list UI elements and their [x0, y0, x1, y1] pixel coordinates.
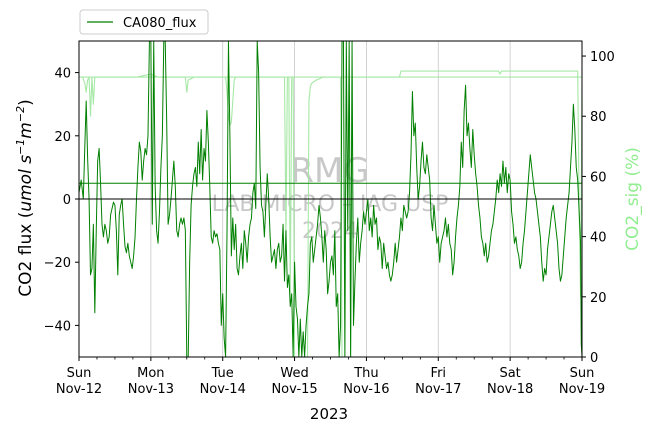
- left-axis-label-units: umol s: [16, 155, 36, 212]
- left-tick-label: −40: [44, 319, 71, 334]
- left-tick-label: 20: [54, 130, 71, 145]
- right-tick-label: 80: [590, 110, 607, 125]
- x-tick-day-label: Thu: [353, 366, 378, 381]
- left-tick-label: 0: [63, 193, 71, 208]
- x-tick-date-label: Nov-17: [415, 382, 461, 397]
- left-axis-label-mid: m: [16, 122, 36, 139]
- left-axis-ticks: 40 20 0 −20 −40: [44, 67, 79, 334]
- x-tick-day-label: Wed: [280, 366, 308, 381]
- right-tick-label: 60: [590, 170, 607, 185]
- legend-box: [79, 9, 209, 35]
- x-tick-day-label: Sun: [67, 366, 92, 381]
- x-tick-day-label: Mon: [137, 366, 164, 381]
- watermark-line-1: RMG: [290, 151, 369, 191]
- left-axis-label-exp1: −1: [14, 139, 27, 155]
- x-axis-ticks: SunNov-12MonNov-13TueNov-14WedNov-15ThuN…: [56, 357, 605, 397]
- right-tick-label: 0: [590, 351, 598, 366]
- x-tick-date-label: Nov-13: [128, 382, 174, 397]
- legend-label-flux: CA080_flux: [123, 16, 197, 31]
- x-axis-label: 2023: [310, 405, 348, 423]
- legend: CA080_flux: [79, 9, 209, 35]
- left-axis-label-prefix: CO2 flux (: [16, 212, 36, 297]
- x-tick-date-label: Nov-16: [343, 382, 389, 397]
- left-axis-label-exp2: −2: [14, 106, 27, 122]
- right-tick-label: 100: [590, 50, 615, 65]
- right-tick-label: 20: [590, 291, 607, 306]
- reference-lines: [79, 182, 582, 200]
- x-tick-day-label: Fri: [431, 366, 447, 381]
- left-axis-label-suffix: ): [16, 99, 36, 106]
- left-axis-label: CO2 flux (umol s−1m−2): [14, 99, 36, 296]
- x-tick-day-label: Sun: [570, 366, 595, 381]
- x-tick-day-label: Sat: [499, 366, 520, 381]
- x-tick-day-label: Tue: [211, 366, 234, 381]
- right-axis-ticks: 100 80 60 40 20 0: [582, 50, 615, 366]
- x-tick-date-label: Nov-15: [271, 382, 317, 397]
- left-tick-label: 40: [54, 67, 71, 82]
- right-tick-label: 40: [590, 231, 607, 246]
- left-tick-label: −20: [44, 256, 71, 271]
- watermark-line-2: LAB MICRO – IAG USP: [212, 192, 449, 217]
- x-tick-date-label: Nov-12: [56, 382, 102, 397]
- right-axis-label: CO2_sig (%): [623, 147, 643, 251]
- x-tick-date-label: Nov-14: [200, 382, 246, 397]
- x-tick-date-label: Nov-19: [559, 382, 605, 397]
- x-tick-date-label: Nov-18: [487, 382, 533, 397]
